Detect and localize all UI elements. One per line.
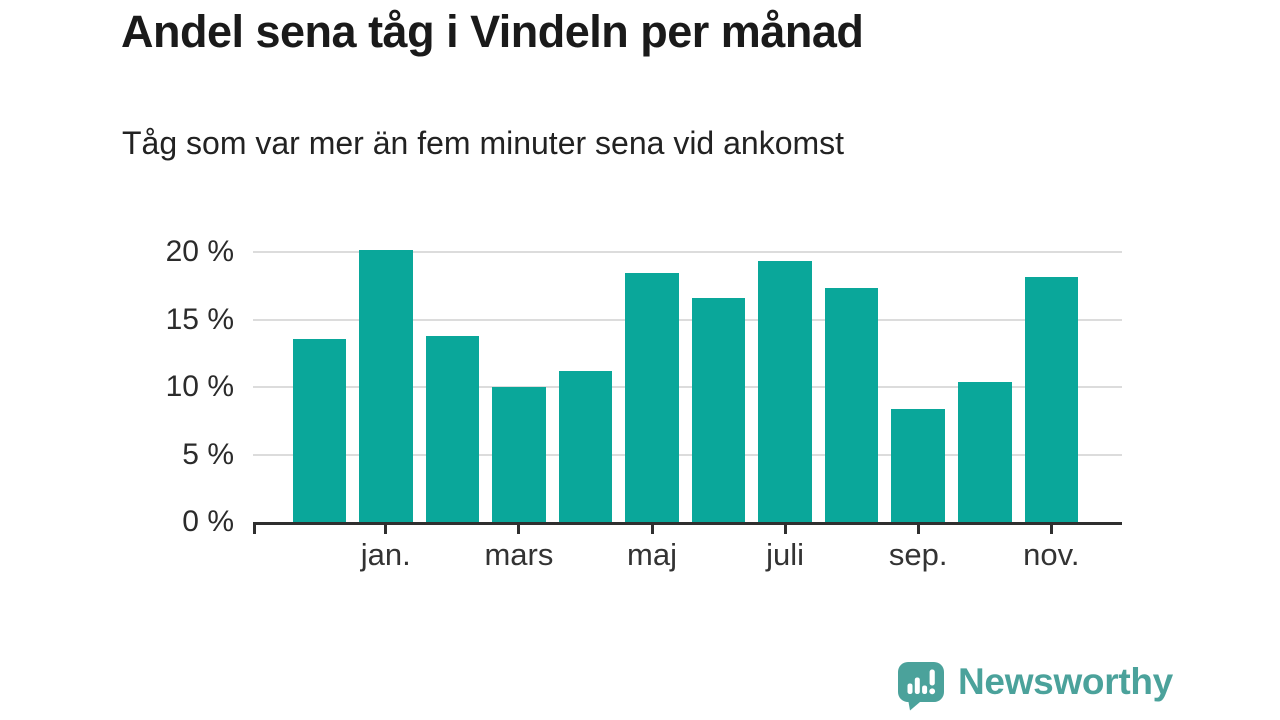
y-tick-label-0: 0 % [182, 505, 234, 538]
chart-bar [359, 249, 413, 522]
chart-bar [625, 272, 679, 522]
y-tick-label-10: 10 % [165, 370, 234, 404]
chart-bar [891, 408, 945, 522]
plot-area [253, 229, 1122, 534]
chart-bar [824, 287, 879, 522]
axis-tick-maj [650, 522, 654, 534]
gridline-20 [253, 251, 1122, 254]
chart-bar [958, 381, 1012, 522]
y-tick-label-20: 20 % [165, 235, 234, 269]
y-tick-label-15: 15 % [165, 302, 234, 336]
chart-subtitle: Tåg som var mer än fem minuter sena vid … [122, 125, 845, 161]
newsworthy-logo: Newsworthy [897, 661, 1173, 711]
axis-tick-juli [783, 522, 787, 534]
newsworthy-wordmark: Newsworthy [958, 661, 1173, 702]
speech-bubble-bar-chart-icon [898, 662, 944, 711]
gridline-5 [253, 453, 1122, 456]
chart-title: Andel sena tåg i Vindeln per månad [121, 6, 864, 57]
x-tick-label-maj: maj [627, 537, 677, 572]
x-axis-line [253, 522, 1122, 525]
x-tick-label-mars: mars [484, 537, 554, 572]
chart-bar [292, 338, 346, 522]
axis-tick-sep [916, 522, 920, 534]
x-tick-label-jan: jan. [360, 537, 411, 572]
gridline-15 [253, 318, 1122, 321]
x-tick-label-nov: nov. [1023, 537, 1080, 572]
axis-tick-jan [384, 522, 388, 534]
y-tick-label-5: 5 % [182, 437, 234, 471]
axis-tick-nov [1049, 522, 1053, 534]
chart-bar [758, 260, 812, 522]
chart-bar [492, 387, 546, 522]
chart-bar [425, 336, 480, 522]
chart-bar [1024, 276, 1079, 522]
axis-tick-origin [253, 522, 256, 534]
x-tick-label-sep: sep. [888, 537, 948, 572]
axis-tick-mars [517, 522, 521, 534]
chart-bar [558, 371, 613, 522]
gridline-10 [253, 386, 1122, 389]
chart-bar [691, 298, 746, 522]
x-tick-label-juli: juli [766, 537, 805, 572]
